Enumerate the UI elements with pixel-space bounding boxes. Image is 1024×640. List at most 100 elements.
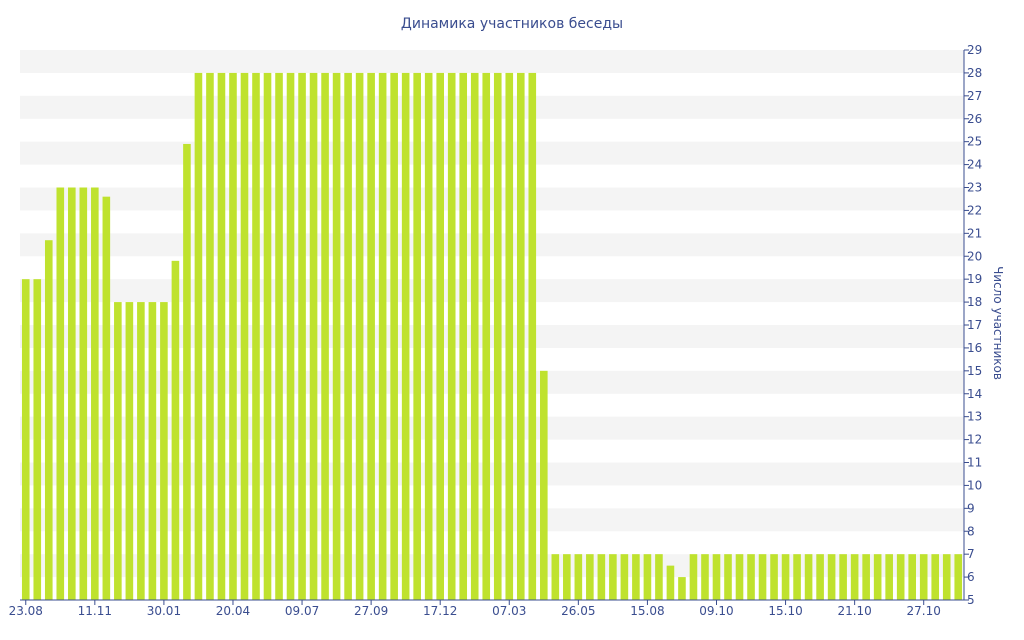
bar <box>183 143 191 600</box>
y-tick-label: 19 <box>967 272 982 286</box>
grid-band <box>20 187 964 211</box>
bar <box>540 370 548 600</box>
bar <box>470 72 479 601</box>
bar <box>827 554 836 600</box>
bar <box>68 187 76 600</box>
y-tick-label: 10 <box>967 478 982 492</box>
bar <box>643 554 652 600</box>
bar <box>309 72 318 601</box>
y-tick-label: 22 <box>967 203 982 217</box>
grid-band <box>20 50 964 73</box>
bar <box>229 72 237 601</box>
bar <box>44 240 53 600</box>
bar <box>194 72 203 601</box>
y-axis: 5 6 7 8 9 10 11 12 13 14 15 16 17 18 19 20 21 22 23 24 25 26 2… <box>963 43 982 607</box>
bar <box>609 554 617 600</box>
y-tick-label: 23 <box>967 181 982 195</box>
bar <box>908 554 916 600</box>
bar <box>862 554 870 600</box>
y-tick-label: 14 <box>967 387 982 401</box>
y-tick-label: 15 <box>967 364 982 378</box>
bar <box>850 554 859 600</box>
bars <box>21 72 963 601</box>
y-tick-label: 7 <box>967 547 975 561</box>
bar <box>563 554 571 600</box>
x-tick-label: 21.10 <box>837 604 871 618</box>
bar <box>689 554 698 600</box>
x-tick-label: 30.01 <box>147 604 181 618</box>
bar <box>91 187 99 600</box>
bar <box>252 72 260 601</box>
bar <box>586 554 594 600</box>
bar <box>401 72 410 601</box>
bar <box>632 554 640 600</box>
bar <box>516 72 525 601</box>
y-tick-label: 8 <box>967 524 975 538</box>
y-tick-label: 9 <box>967 501 975 515</box>
bar <box>793 554 801 600</box>
bar <box>298 72 306 601</box>
bar <box>102 196 111 601</box>
bar <box>885 554 893 600</box>
bar <box>263 72 272 601</box>
bar <box>758 554 767 600</box>
bar <box>724 554 732 600</box>
bar <box>21 279 30 600</box>
bar <box>942 554 951 600</box>
bar <box>286 72 295 601</box>
bar <box>804 554 813 600</box>
bar <box>413 72 421 601</box>
bar <box>125 302 134 600</box>
bar <box>217 72 226 601</box>
y-tick-label: 6 <box>967 570 975 584</box>
bar <box>701 554 709 600</box>
bar <box>747 554 755 600</box>
bar <box>505 72 514 601</box>
bar <box>160 302 168 600</box>
x-tick-label: 11.11 <box>78 604 112 618</box>
bar <box>678 577 686 600</box>
y-tick-label: 21 <box>967 226 982 240</box>
bar <box>436 72 444 601</box>
y-tick-label: 26 <box>967 112 982 126</box>
x-tick-label: 09.10 <box>699 604 733 618</box>
y-tick-label: 5 <box>967 593 975 607</box>
bar <box>954 554 963 600</box>
bar <box>839 554 847 600</box>
grid-band <box>20 233 964 257</box>
y-tick-label: 20 <box>967 249 982 263</box>
bar <box>321 72 329 601</box>
y-tick-label: 17 <box>967 318 982 332</box>
bar <box>355 72 364 601</box>
grid-band <box>20 279 964 303</box>
bar <box>655 554 663 600</box>
bar <box>770 554 778 600</box>
bar <box>367 72 375 601</box>
chart-title: Динамика участников беседы <box>401 16 623 32</box>
bar <box>574 554 583 600</box>
bar <box>666 565 675 601</box>
y-tick-label: 13 <box>967 410 982 424</box>
grid-band <box>20 95 964 119</box>
bar <box>528 72 537 601</box>
y-tick-label: 27 <box>967 89 982 103</box>
y-tick-label: 25 <box>967 135 982 149</box>
bar <box>919 554 928 600</box>
x-tick-label: 17.12 <box>423 604 457 618</box>
x-axis: 23.08 11.11 30.01 20.04 09.07 27.09 17.12 07.03… <box>9 599 964 618</box>
x-tick-label: 15.08 <box>630 604 664 618</box>
bar <box>79 187 88 600</box>
bar <box>33 279 42 600</box>
x-tick-label: 15.10 <box>768 604 802 618</box>
bar <box>114 302 122 600</box>
x-tick-label: 07.03 <box>492 604 526 618</box>
bar <box>344 72 352 601</box>
y-tick-label: 18 <box>967 295 982 309</box>
bar <box>620 554 629 600</box>
x-tick-label: 27.10 <box>907 604 941 618</box>
bar <box>424 72 433 601</box>
bar <box>551 554 560 600</box>
x-tick-label: 27.09 <box>354 604 388 618</box>
bar <box>873 554 882 600</box>
